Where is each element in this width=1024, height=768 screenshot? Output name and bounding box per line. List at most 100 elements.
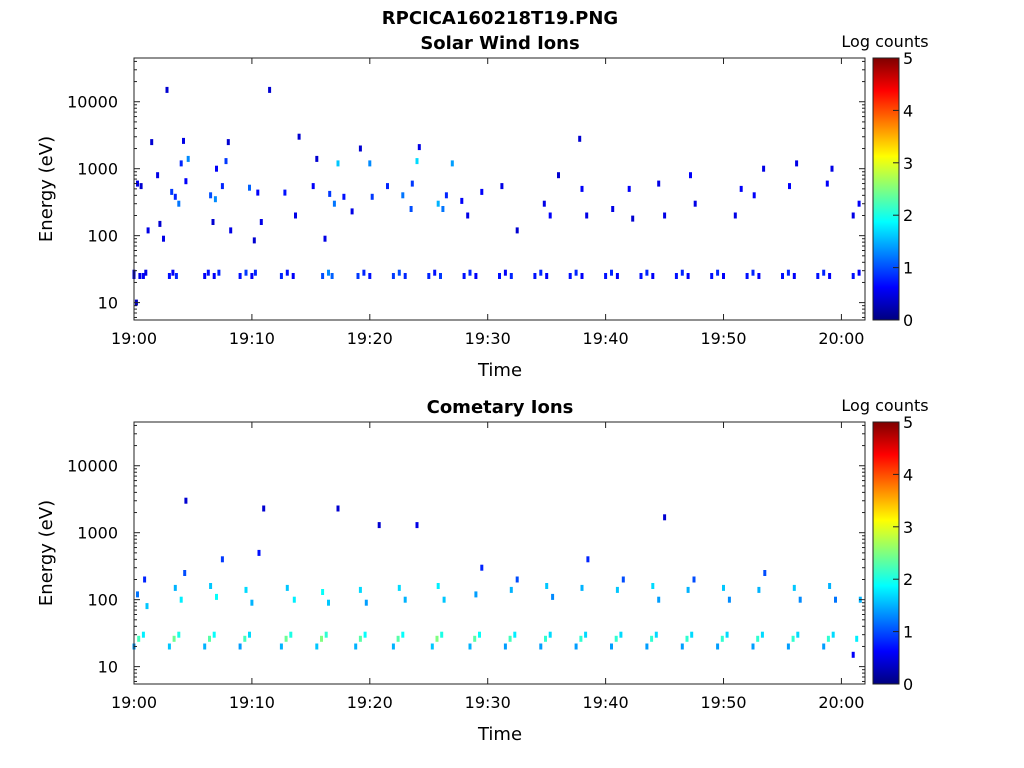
heatmap-cell	[396, 635, 400, 642]
heatmap-cell	[291, 273, 295, 279]
heatmap-cell	[435, 635, 439, 642]
heatmap-cell	[751, 643, 755, 650]
x-tick-label: 19:10	[229, 329, 275, 348]
heatmap-cell	[136, 180, 139, 187]
heatmap-cell	[244, 269, 248, 276]
heatmap-cell	[826, 635, 830, 642]
heatmap-cell	[250, 599, 254, 606]
heatmap-cell	[410, 180, 414, 187]
heatmap-cell	[586, 556, 590, 563]
heatmap-cell	[627, 185, 631, 192]
heatmap-cell	[403, 273, 407, 279]
heatmap-cell	[503, 269, 507, 276]
heatmap-cell	[544, 635, 547, 642]
heatmap-cell	[651, 583, 655, 589]
heatmap-cell	[692, 576, 696, 583]
heatmap-cell	[370, 193, 374, 200]
heatmap-cell	[177, 631, 181, 638]
heatmap-cell	[515, 576, 519, 583]
heatmap-cell	[439, 273, 442, 279]
heatmap-cell	[248, 184, 251, 191]
x-axis-label: Time	[477, 360, 522, 381]
colorbar-tick-label: 3	[903, 154, 913, 173]
x-tick-label: 19:50	[700, 693, 746, 712]
heatmap-cell	[137, 635, 141, 642]
heatmap-cell	[756, 635, 760, 642]
heatmap-cell	[356, 273, 360, 279]
heatmap-cell	[796, 631, 800, 638]
heatmap-cell	[468, 643, 472, 650]
heatmap-cell	[436, 200, 440, 207]
heatmap-cell	[751, 269, 755, 276]
heatmap-cell	[834, 596, 837, 603]
heatmap-cell	[415, 158, 419, 165]
heatmap-cell	[474, 591, 478, 598]
x-tick-label: 19:00	[111, 329, 157, 348]
colorbar-label: Log counts	[841, 396, 928, 415]
heatmap-cell	[542, 200, 546, 207]
heatmap-cell	[442, 596, 446, 603]
heatmap-cell	[315, 643, 319, 650]
heatmap-cell	[211, 219, 215, 225]
heatmap-cell	[610, 269, 613, 276]
x-tick-label: 19:50	[700, 329, 746, 348]
heatmap-cell	[663, 514, 667, 521]
heatmap-cell	[686, 586, 690, 593]
heatmap-cell	[657, 180, 661, 187]
heatmap-cell	[320, 635, 323, 642]
heatmap-cell	[143, 576, 147, 583]
heatmap-cell	[722, 584, 725, 591]
heatmap-cell	[757, 586, 761, 593]
heatmap-cell	[220, 556, 224, 563]
heatmap-cell	[674, 273, 678, 279]
heatmap-cell	[680, 269, 684, 276]
heatmap-cell	[545, 583, 549, 589]
heatmap-cell	[792, 273, 796, 279]
heatmap-cell	[285, 269, 289, 276]
heatmap-cell	[150, 139, 154, 146]
heatmap-cell	[311, 183, 315, 190]
x-axis: 19:00 19:10 19:20 19:30 19:40 19:50 20:00	[111, 58, 864, 348]
y-tick-label: 1000	[77, 524, 118, 543]
colorbar-tick-label: 0	[903, 311, 913, 330]
heatmap-cell	[614, 635, 618, 642]
heatmap-cell	[539, 269, 543, 276]
x-tick-label: 19:40	[583, 329, 629, 348]
panel-title: Cometary Ions	[427, 397, 574, 418]
heatmap-cell	[139, 183, 143, 190]
heatmap-cell	[760, 631, 764, 638]
heatmap-cell	[851, 273, 855, 279]
heatmap-cell	[172, 635, 176, 642]
heatmap-cell	[580, 185, 584, 192]
heatmap-cell	[427, 273, 431, 279]
heatmap-cell	[654, 631, 658, 638]
heatmap-cell	[580, 273, 584, 279]
panel-cometary: Cometary Ions 19:00 19:10 19:20 19:30 19:40 1…	[36, 396, 929, 745]
heatmap-cell	[215, 593, 218, 600]
heatmap-cell	[855, 635, 859, 642]
heatmap-cell	[831, 631, 835, 638]
heatmap-cell	[584, 631, 588, 638]
y-tick-label: 100	[87, 227, 118, 246]
heatmap-cell	[757, 273, 761, 279]
heatmap-cell	[156, 172, 160, 179]
heatmap-cell	[184, 178, 188, 185]
heatmap-cell	[574, 643, 578, 650]
colorbar-tick-label: 5	[903, 413, 913, 432]
heatmap-cell	[474, 273, 478, 279]
heatmap-cell	[509, 586, 513, 593]
heatmap-cell	[244, 586, 248, 593]
heatmap-cell	[368, 273, 372, 279]
heatmap-cell	[327, 269, 330, 276]
heatmap-cell	[363, 631, 367, 638]
heatmap-cell	[212, 631, 216, 638]
colorbar-label: Log counts	[841, 32, 928, 51]
heatmap-cell	[259, 219, 263, 225]
heatmap-cell	[441, 206, 445, 212]
heatmap-cell	[857, 200, 861, 207]
heatmap-cell	[686, 273, 690, 279]
heatmap-cell	[321, 273, 325, 279]
heatmap-cell	[257, 549, 261, 556]
heatmap-cell	[203, 643, 207, 650]
